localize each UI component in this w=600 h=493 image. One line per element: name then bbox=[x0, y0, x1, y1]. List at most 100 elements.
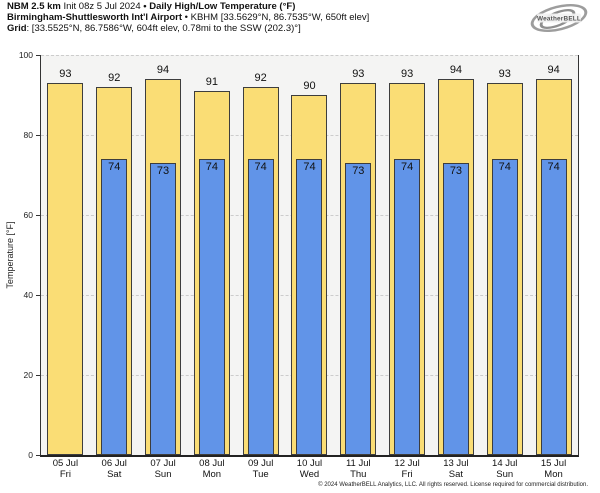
init-time: Init 08z 5 Jul 2024 bbox=[60, 1, 144, 12]
plot-area: 93 92 74 94 73 91 74 92 74 90 74 93 73 93 74 94 73 93 74 94… bbox=[40, 55, 579, 457]
y-tick-label: 0 bbox=[28, 450, 33, 460]
x-tick-day: Sun bbox=[496, 469, 514, 480]
y-axis-label: Temperature [°F] bbox=[5, 221, 15, 289]
low-temp-value: 74 bbox=[303, 161, 316, 173]
weatherbell-logo-icon: WeatherBELL bbox=[530, 3, 588, 33]
x-tick-label: 07 Jul Sun bbox=[139, 458, 188, 480]
low-temp-bar: 73 bbox=[150, 163, 177, 455]
copyright-footer: © 2024 WeatherBELL Analytics, LLC. All r… bbox=[318, 482, 588, 488]
low-temp-value: 74 bbox=[498, 161, 511, 173]
high-temp-value: 94 bbox=[156, 64, 170, 76]
bar-group: 92 74 bbox=[90, 55, 139, 455]
y-tick-label: 60 bbox=[23, 210, 33, 220]
bar-group: 90 74 bbox=[285, 55, 334, 455]
x-tick-day: Wed bbox=[299, 469, 320, 480]
x-tick-label: 10 Jul Wed bbox=[285, 458, 334, 480]
weatherbell-logo-text: WeatherBELL bbox=[537, 16, 581, 23]
x-tick-day: Mon bbox=[202, 469, 222, 480]
x-tick-day: Fri bbox=[401, 469, 413, 480]
x-tick-label: 06 Jul Sat bbox=[90, 458, 139, 480]
x-tick-day: Sat bbox=[107, 469, 122, 480]
station-name: Birmingham-Shuttlesworth Int'l Airport bbox=[7, 11, 183, 23]
chart-title-line3: Grid: [33.5525°N, 86.7586°W, 604ft elev,… bbox=[7, 22, 369, 35]
bar-group: 93 74 bbox=[383, 55, 432, 455]
y-tick-mark bbox=[36, 55, 40, 56]
x-tick-label: 08 Jul Mon bbox=[187, 458, 236, 480]
low-temp-bar: 74 bbox=[296, 159, 323, 455]
high-temp-value: 90 bbox=[303, 80, 316, 92]
x-tick-day: Thu bbox=[350, 469, 367, 480]
chart-title-line2: Birmingham-Shuttlesworth Int'l Airport •… bbox=[7, 11, 369, 24]
y-tick-mark bbox=[36, 295, 40, 296]
low-temp-bar: 74 bbox=[394, 159, 421, 455]
high-temp-value: 93 bbox=[401, 68, 414, 80]
bar-group: 92 74 bbox=[236, 55, 285, 455]
x-tick-date: 13 Jul bbox=[443, 458, 469, 469]
x-tick-day: Sun bbox=[154, 469, 172, 480]
high-temp-value: 92 bbox=[254, 72, 267, 84]
low-temp-value: 74 bbox=[254, 161, 267, 173]
bar-group: 93 73 bbox=[334, 55, 383, 455]
high-temp-value: 94 bbox=[547, 64, 560, 76]
high-temp-bar bbox=[47, 83, 84, 455]
low-temp-value: 73 bbox=[352, 165, 365, 177]
y-tick-label: 40 bbox=[23, 290, 33, 300]
x-tick-label: 05 Jul Fri bbox=[41, 458, 90, 480]
high-temp-value: 93 bbox=[352, 68, 365, 80]
x-tick-day: Tue bbox=[252, 469, 269, 480]
bar-group: 91 74 bbox=[187, 55, 236, 455]
y-tick-label: 20 bbox=[23, 370, 33, 380]
x-tick-date: 14 Jul bbox=[492, 458, 518, 469]
x-tick-label: 15 Jul Mon bbox=[529, 458, 578, 480]
x-tick-date: 05 Jul bbox=[52, 458, 79, 469]
bar-group: 93 74 bbox=[480, 55, 529, 455]
y-tick-label: 80 bbox=[23, 130, 33, 140]
chart-title-line1: NBM 2.5 km Init 08z 5 Jul 2024 • Daily H… bbox=[7, 1, 369, 13]
high-temp-value: 91 bbox=[205, 76, 218, 88]
x-tick-label: 14 Jul Sun bbox=[480, 458, 529, 480]
x-tick-day: Sat bbox=[448, 469, 464, 480]
low-temp-value: 74 bbox=[205, 161, 218, 173]
x-tick-day: Fri bbox=[59, 469, 71, 480]
x-tick-label: 09 Jul Tue bbox=[236, 458, 285, 480]
x-tick-day: Mon bbox=[544, 469, 563, 480]
x-tick-label: 11 Jul Thu bbox=[334, 458, 383, 480]
y-tick-mark bbox=[36, 375, 40, 376]
bar-group: 94 73 bbox=[139, 55, 188, 455]
chart-title: • Daily High/Low Temperature (°F) bbox=[143, 1, 296, 12]
x-tick-label: 13 Jul Sat bbox=[432, 458, 481, 480]
y-tick-mark bbox=[36, 215, 40, 216]
chart-header: NBM 2.5 km Init 08z 5 Jul 2024 • Daily H… bbox=[7, 1, 369, 35]
x-tick-date: 12 Jul bbox=[394, 458, 420, 469]
low-temp-value: 74 bbox=[108, 161, 121, 173]
x-tick-date: 11 Jul bbox=[345, 458, 371, 469]
x-tick-date: 07 Jul bbox=[150, 458, 176, 469]
low-temp-bar: 74 bbox=[101, 159, 128, 455]
x-tick-date: 08 Jul bbox=[199, 458, 225, 469]
gridline bbox=[41, 55, 578, 56]
bar-group: 94 73 bbox=[432, 55, 481, 455]
y-tick-mark bbox=[36, 135, 40, 136]
grid-details: : [33.5525°N, 86.7586°W, 604ft elev, 0.7… bbox=[26, 22, 301, 34]
high-temp-value: 93 bbox=[59, 68, 72, 80]
low-temp-value: 74 bbox=[401, 161, 414, 173]
low-temp-bar: 74 bbox=[491, 159, 518, 455]
model-name: NBM 2.5 km bbox=[7, 1, 61, 12]
low-temp-bar: 74 bbox=[247, 159, 274, 455]
x-axis: 05 Jul Fri 06 Jul Sat 07 Jul Sun 08 Jul Mon 09 J… bbox=[41, 458, 578, 480]
bar-group: 93 bbox=[41, 55, 90, 455]
y-tick-label: 100 bbox=[18, 50, 33, 60]
low-temp-value: 73 bbox=[156, 165, 170, 177]
high-temp-value: 92 bbox=[108, 72, 121, 84]
x-tick-date: 09 Jul bbox=[247, 458, 274, 469]
low-temp-bar: 74 bbox=[198, 159, 225, 455]
high-temp-value: 93 bbox=[498, 68, 511, 80]
low-temp-bar: 73 bbox=[442, 163, 469, 455]
high-temp-value: 94 bbox=[449, 64, 463, 76]
low-temp-value: 74 bbox=[547, 161, 560, 173]
x-tick-label: 12 Jul Fri bbox=[383, 458, 432, 480]
x-tick-date: 10 Jul bbox=[296, 458, 323, 469]
low-temp-bar: 74 bbox=[540, 159, 567, 455]
bar-group: 94 74 bbox=[529, 55, 578, 455]
